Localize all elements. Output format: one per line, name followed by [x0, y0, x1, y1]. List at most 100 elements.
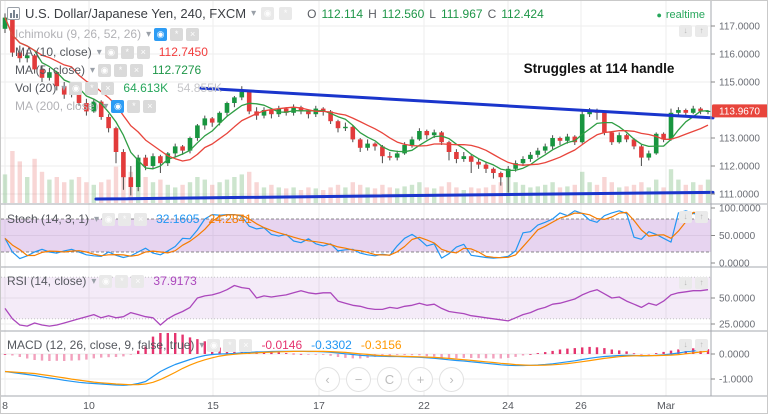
macd-signal-value: -0.3156	[360, 338, 402, 352]
eye-icon[interactable]: ◉	[154, 27, 168, 41]
close-icon[interactable]: ×	[130, 63, 144, 77]
svg-text:-1.0000: -1.0000	[719, 375, 753, 386]
reset-view-button[interactable]: C	[377, 367, 402, 392]
candlesticks	[2, 13, 711, 196]
indicator-label[interactable]: Ichimoku (9, 26, 52, 26)	[15, 27, 142, 41]
close-icon[interactable]: ×	[143, 99, 157, 113]
panel-expand-button-stoch[interactable]: ↑	[695, 211, 708, 223]
panel-collapse-button-stoch[interactable]: ↓	[679, 211, 692, 223]
panel-expand-button-main[interactable]: ↑	[695, 25, 708, 37]
eye-icon[interactable]: ◉	[99, 274, 113, 288]
chevron-down-icon[interactable]: ▾	[96, 46, 102, 58]
gear-icon[interactable]: *	[114, 63, 128, 77]
chevron-down-icon[interactable]: ▾	[251, 8, 257, 19]
eye-icon[interactable]: ◉	[102, 212, 116, 226]
close-icon[interactable]: ×	[101, 81, 115, 95]
indicator-label[interactable]: MA (10, close)	[15, 45, 92, 59]
macd-line-value: -0.3302	[311, 338, 352, 352]
chevron-down-icon[interactable]: ▾	[103, 100, 109, 112]
eye-icon[interactable]: ◉	[98, 63, 112, 77]
trendlines	[94, 86, 715, 201]
chevron-down-icon[interactable]: ▾	[146, 28, 152, 40]
indicator-label[interactable]: MA (200, close)	[15, 99, 99, 113]
indicator-value-secondary: 54.855K	[177, 81, 222, 95]
panel-expand-button-rsi[interactable]: ↑	[695, 277, 708, 289]
eye-icon[interactable]: ◉	[104, 45, 118, 59]
panel-collapse-button-macd[interactable]: ↓	[679, 339, 692, 351]
close-value: 112.424	[501, 6, 544, 21]
chevron-down-icon[interactable]: ▾	[94, 213, 100, 225]
close-icon[interactable]: ×	[186, 27, 200, 41]
close-icon[interactable]: ×	[131, 274, 145, 288]
chart-type-icon[interactable]	[7, 7, 20, 20]
legend-row-ma5: MA (5, close) ▾ ◉ * × 112.7276	[15, 63, 201, 77]
indicator-value: 64.613K	[123, 81, 169, 95]
moving-averages	[4, 17, 709, 172]
scroll-left-button[interactable]: ‹	[315, 367, 340, 392]
svg-text:116.0000: 116.0000	[719, 50, 760, 61]
eye-icon[interactable]: ◉	[111, 99, 125, 113]
gear-icon[interactable]: *	[170, 27, 184, 41]
svg-text:112.0000: 112.0000	[719, 162, 760, 173]
panel-expand-button-macd[interactable]: ↑	[695, 339, 708, 351]
svg-text:10: 10	[83, 400, 95, 412]
svg-text:50.0000: 50.0000	[719, 294, 756, 305]
chevron-down-icon[interactable]: ▾	[91, 275, 97, 287]
low-label: L	[429, 6, 436, 21]
close-icon[interactable]: ×	[136, 45, 150, 59]
svg-text:111.0000: 111.0000	[719, 190, 760, 201]
gear-icon[interactable]: *	[127, 99, 141, 113]
eye-icon[interactable]: ◉	[261, 7, 275, 20]
legend-row-macd: MACD (12, 26, close, 9, false, true) ▾ ◉…	[7, 338, 402, 352]
gear-icon[interactable]: *	[223, 338, 237, 352]
eye-icon[interactable]: ◉	[207, 338, 221, 352]
svg-text:25.0000: 25.0000	[719, 320, 756, 331]
symbol-title[interactable]: U.S. Dollar/Japanese Yen, 240, FXCM	[25, 6, 247, 21]
price-axis[interactable]: 117.0000 116.0000 115.0000 113.0000 112.0000…	[711, 22, 768, 386]
gear-icon[interactable]: *	[279, 7, 293, 20]
eye-icon[interactable]: ◉	[69, 81, 83, 95]
zoom-in-button[interactable]: +	[408, 367, 433, 392]
zoom-out-button[interactable]: −	[346, 367, 371, 392]
time-axis[interactable]: 8 10 15 17 22 24 26 Mar	[2, 400, 675, 412]
rsi-value: 37.9173	[153, 274, 197, 288]
legend-row-ichimoku: Ichimoku (9, 26, 52, 26) ▾ ◉ * ×	[15, 27, 200, 41]
panel-collapse-button-rsi[interactable]: ↓	[679, 277, 692, 289]
svg-text:Mar: Mar	[657, 400, 676, 412]
legend-row-stoch: Stoch (14, 3, 1) ▾ ◉ * × 32.1605 24.2841	[7, 212, 252, 226]
rsi-plot	[4, 284, 709, 327]
realtime-label: realtime	[665, 9, 705, 21]
svg-text:15: 15	[207, 400, 219, 412]
macd-hist-value: -0.0146	[261, 338, 303, 352]
realtime-status: ● realtime	[656, 9, 705, 21]
chevron-down-icon[interactable]: ▾	[61, 82, 67, 94]
chart-annotation: Struggles at 114 handle	[523, 61, 675, 76]
indicator-label[interactable]: Stoch (14, 3, 1)	[7, 212, 90, 226]
legend-row-ma200: MA (200, close) ▾ ◉ * ×	[15, 99, 157, 113]
close-label: C	[487, 6, 497, 21]
svg-text:24: 24	[502, 400, 514, 412]
chevron-down-icon[interactable]: ▾	[199, 339, 205, 351]
indicator-label[interactable]: MA (5, close)	[15, 63, 86, 77]
gear-icon[interactable]: *	[115, 274, 129, 288]
gear-icon[interactable]: *	[118, 212, 132, 226]
chevron-down-icon[interactable]: ▾	[90, 64, 96, 76]
stoch-k-value: 32.1605	[156, 212, 200, 226]
scroll-right-button[interactable]: ›	[439, 367, 464, 392]
svg-text:117.0000: 117.0000	[719, 22, 760, 33]
gear-icon[interactable]: *	[120, 45, 134, 59]
indicator-label[interactable]: RSI (14, close)	[7, 274, 87, 288]
svg-text:26: 26	[575, 400, 587, 412]
close-icon[interactable]: ×	[239, 338, 253, 352]
panel-collapse-button-main[interactable]: ↓	[679, 25, 692, 37]
gear-icon[interactable]: *	[85, 81, 99, 95]
close-icon[interactable]: ×	[134, 212, 148, 226]
high-value: 112.560	[381, 6, 425, 21]
svg-text:17: 17	[313, 400, 325, 412]
legend-row-ma10: MA (10, close) ▾ ◉ * × 112.7450	[15, 45, 208, 59]
indicator-label[interactable]: MACD (12, 26, close, 9, false, true)	[7, 338, 195, 352]
svg-text:0.0000: 0.0000	[719, 259, 750, 270]
indicator-label[interactable]: Vol (20)	[15, 81, 57, 95]
